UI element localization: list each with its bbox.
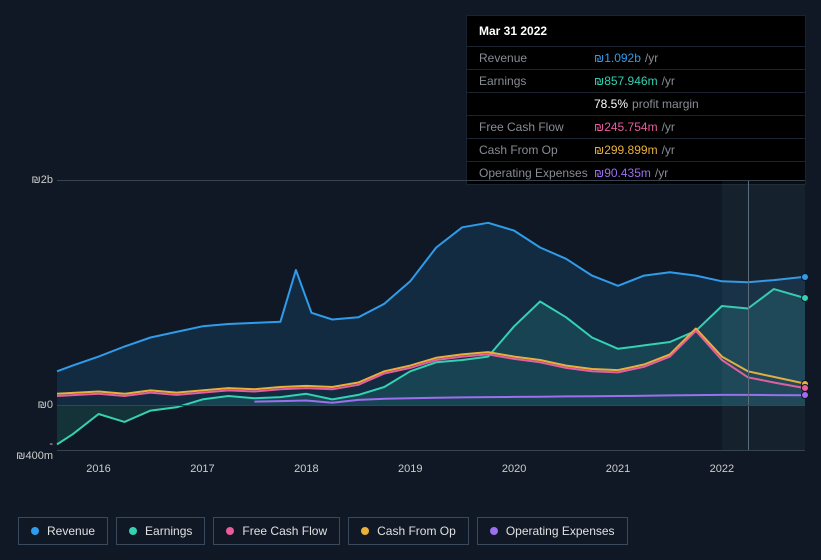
tooltip-row-label: Revenue <box>479 51 594 65</box>
legend-item[interactable]: Free Cash Flow <box>213 517 340 545</box>
financials-chart[interactable]: ₪2b ₪0 -₪400m 2016 2017 2018 2019 2020 2021 2022 <box>15 160 805 480</box>
x-axis-tick-label: 2016 <box>86 463 110 475</box>
chart-legend: Revenue Earnings Free Cash Flow Cash From O… <box>18 517 628 545</box>
tooltip-row-suffix: /yr <box>662 143 675 157</box>
tooltip-row-value: ₪299.899m <box>594 143 658 157</box>
legend-item-label: Earnings <box>145 524 192 538</box>
legend-dot-icon <box>490 527 498 535</box>
tooltip-row-value: 78.5% <box>594 97 628 111</box>
series-end-dot-earnings <box>801 294 809 302</box>
tooltip-row: Earnings₪857.946m/yr <box>467 69 805 92</box>
y-gridline <box>57 405 805 406</box>
y-axis-tick-label: ₪2b <box>31 174 57 186</box>
y-axis-tick-label: ₪0 <box>38 399 57 411</box>
legend-item[interactable]: Cash From Op <box>348 517 469 545</box>
legend-dot-icon <box>129 527 137 535</box>
legend-item-label: Cash From Op <box>377 524 456 538</box>
tooltip-date: Mar 31 2022 <box>467 16 805 46</box>
tooltip-row-value: ₪245.754m <box>594 120 658 134</box>
tooltip-row: Cash From Op₪299.899m/yr <box>467 138 805 161</box>
tooltip-row-value: ₪1.092b <box>594 51 641 65</box>
x-axis-tick-label: 2019 <box>398 463 422 475</box>
tooltip-row-label <box>479 97 594 111</box>
tooltip-row-suffix: /yr <box>662 74 675 88</box>
tooltip-row-value: ₪857.946m <box>594 74 658 88</box>
legend-item[interactable]: Operating Expenses <box>477 517 628 545</box>
x-axis-tick-label: 2021 <box>606 463 630 475</box>
legend-item-label: Operating Expenses <box>506 524 615 538</box>
y-gridline <box>57 450 805 451</box>
chart-hover-line <box>748 180 749 450</box>
tooltip-row-label: Cash From Op <box>479 143 594 157</box>
legend-dot-icon <box>361 527 369 535</box>
tooltip-row-label: Free Cash Flow <box>479 120 594 134</box>
tooltip-row: 78.5% profit margin <box>467 92 805 115</box>
legend-item[interactable]: Earnings <box>116 517 205 545</box>
legend-item[interactable]: Revenue <box>18 517 108 545</box>
future-period-shade <box>722 180 805 450</box>
legend-dot-icon <box>31 527 39 535</box>
y-gridline <box>57 180 805 181</box>
series-end-dot-revenue <box>801 273 809 281</box>
x-axis-tick-label: 2020 <box>502 463 526 475</box>
x-axis-tick-label: 2018 <box>294 463 318 475</box>
x-axis-tick-label: 2017 <box>190 463 214 475</box>
y-axis-tick-label: -₪400m <box>15 438 57 462</box>
tooltip-row-suffix: /yr <box>645 51 658 65</box>
legend-dot-icon <box>226 527 234 535</box>
tooltip-row: Free Cash Flow₪245.754m/yr <box>467 115 805 138</box>
x-axis-tick-label: 2022 <box>710 463 734 475</box>
tooltip-row: Revenue₪1.092b/yr <box>467 46 805 69</box>
tooltip-row-label: Earnings <box>479 74 594 88</box>
tooltip-row-suffix: /yr <box>662 120 675 134</box>
legend-item-label: Free Cash Flow <box>242 524 327 538</box>
legend-item-label: Revenue <box>47 524 95 538</box>
tooltip-row-suffix: profit margin <box>632 97 699 111</box>
series-end-dot-operating_expenses <box>801 391 809 399</box>
